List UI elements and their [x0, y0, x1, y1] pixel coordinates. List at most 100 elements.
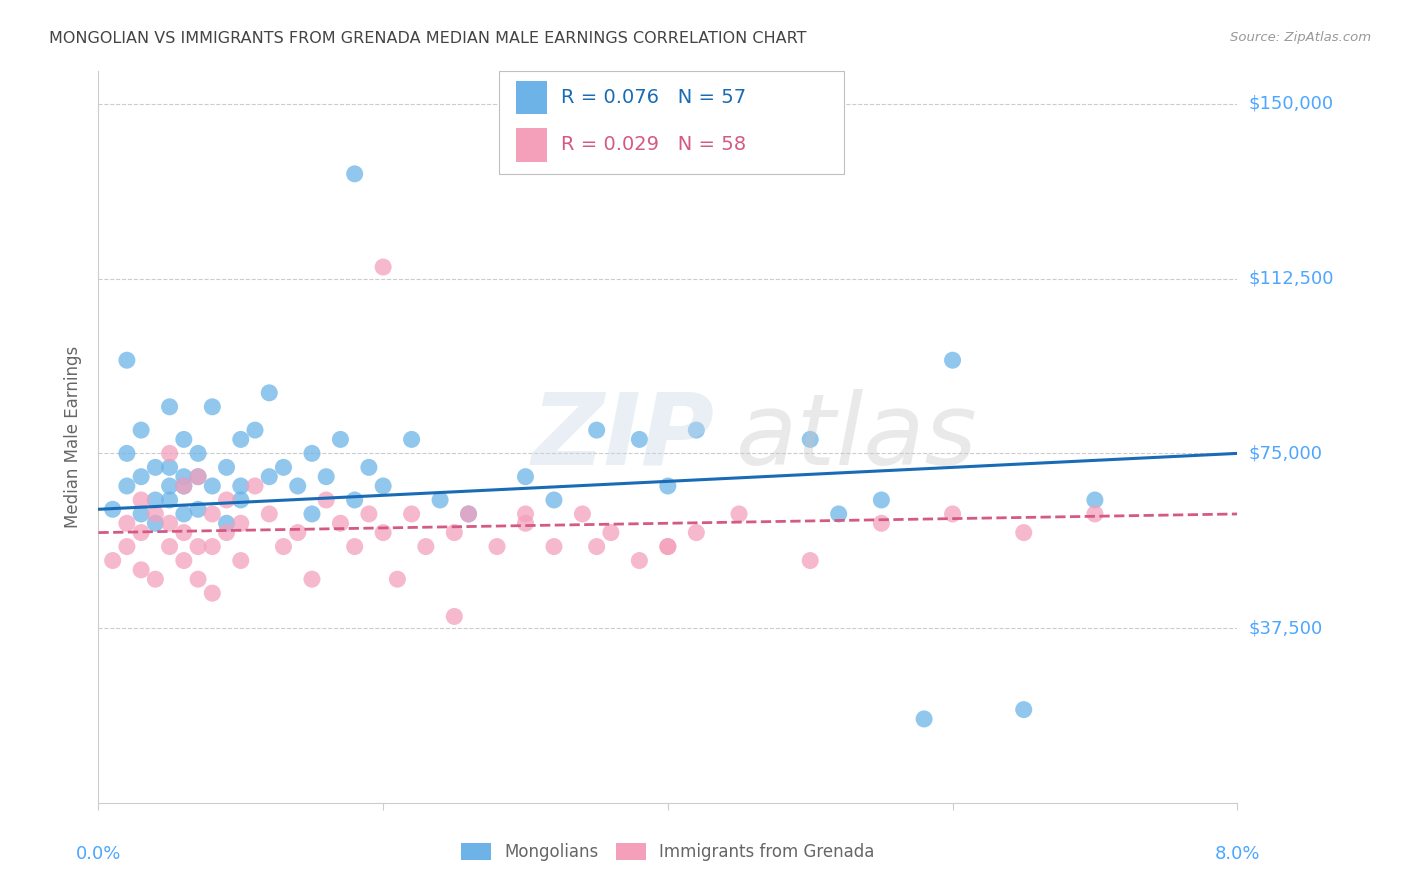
Point — [301, 572, 323, 586]
Point — [173, 479, 195, 493]
Point — [315, 493, 337, 508]
Point — [486, 540, 509, 554]
Point — [229, 493, 252, 508]
Point — [357, 460, 380, 475]
Point — [799, 553, 821, 567]
Text: 0.0%: 0.0% — [76, 845, 121, 863]
Point — [371, 525, 394, 540]
Point — [145, 507, 167, 521]
Text: $37,500: $37,500 — [1249, 619, 1323, 637]
Point — [173, 507, 195, 521]
Point — [728, 507, 751, 521]
Point — [159, 479, 181, 493]
Point — [1012, 525, 1035, 540]
Point — [129, 423, 152, 437]
Point — [243, 423, 266, 437]
Point — [287, 525, 309, 540]
Point — [685, 525, 707, 540]
Text: ZIP: ZIP — [531, 389, 714, 485]
Point — [215, 516, 238, 531]
Point — [101, 553, 124, 567]
Point — [571, 507, 593, 521]
Point — [273, 460, 295, 475]
Point — [371, 260, 394, 274]
Point — [229, 553, 252, 567]
Point — [343, 540, 366, 554]
Point — [201, 507, 224, 521]
Point — [145, 493, 167, 508]
Point — [229, 516, 252, 531]
Point — [101, 502, 124, 516]
Point — [657, 540, 679, 554]
Point — [870, 516, 893, 531]
Point — [301, 507, 323, 521]
Point — [387, 572, 409, 586]
Point — [401, 507, 423, 521]
Point — [173, 525, 195, 540]
Point — [329, 516, 352, 531]
Y-axis label: Median Male Earnings: Median Male Earnings — [65, 346, 83, 528]
Point — [115, 353, 138, 368]
Point — [201, 586, 224, 600]
Point — [515, 469, 537, 483]
Text: $75,000: $75,000 — [1249, 444, 1323, 462]
Point — [115, 516, 138, 531]
Point — [1012, 703, 1035, 717]
Point — [129, 469, 152, 483]
Point — [585, 423, 607, 437]
Point — [343, 167, 366, 181]
Point — [129, 525, 152, 540]
Point — [685, 423, 707, 437]
Point — [799, 433, 821, 447]
Point — [287, 479, 309, 493]
Text: R = 0.029   N = 58: R = 0.029 N = 58 — [561, 136, 747, 154]
Point — [259, 469, 281, 483]
Point — [145, 516, 167, 531]
Point — [159, 493, 181, 508]
Point — [201, 400, 224, 414]
Text: R = 0.076   N = 57: R = 0.076 N = 57 — [561, 88, 747, 107]
Point — [187, 572, 209, 586]
Point — [585, 540, 607, 554]
Point — [145, 572, 167, 586]
Point — [215, 460, 238, 475]
Point — [229, 479, 252, 493]
Point — [187, 469, 209, 483]
Text: Source: ZipAtlas.com: Source: ZipAtlas.com — [1230, 31, 1371, 45]
Point — [215, 493, 238, 508]
Point — [942, 507, 965, 521]
Point — [215, 525, 238, 540]
Text: atlas: atlas — [737, 389, 977, 485]
Point — [159, 460, 181, 475]
Point — [187, 446, 209, 460]
Text: $112,500: $112,500 — [1249, 269, 1334, 288]
Legend: Mongolians, Immigrants from Grenada: Mongolians, Immigrants from Grenada — [454, 836, 882, 868]
Point — [115, 446, 138, 460]
Point — [201, 540, 224, 554]
Text: MONGOLIAN VS IMMIGRANTS FROM GRENADA MEDIAN MALE EARNINGS CORRELATION CHART: MONGOLIAN VS IMMIGRANTS FROM GRENADA MED… — [49, 31, 807, 46]
Point — [129, 563, 152, 577]
Point — [259, 507, 281, 521]
Point — [657, 540, 679, 554]
Point — [828, 507, 851, 521]
Point — [429, 493, 451, 508]
Point — [457, 507, 479, 521]
Point — [401, 433, 423, 447]
Point — [173, 433, 195, 447]
Point — [657, 479, 679, 493]
Point — [912, 712, 935, 726]
Point — [159, 446, 181, 460]
Point — [173, 469, 195, 483]
Point — [273, 540, 295, 554]
Point — [301, 446, 323, 460]
Point — [628, 553, 651, 567]
Point — [870, 493, 893, 508]
Point — [543, 493, 565, 508]
Point — [159, 540, 181, 554]
Point — [357, 507, 380, 521]
Point — [515, 507, 537, 521]
Point — [329, 433, 352, 447]
Point — [115, 479, 138, 493]
Point — [159, 400, 181, 414]
Point — [259, 385, 281, 400]
